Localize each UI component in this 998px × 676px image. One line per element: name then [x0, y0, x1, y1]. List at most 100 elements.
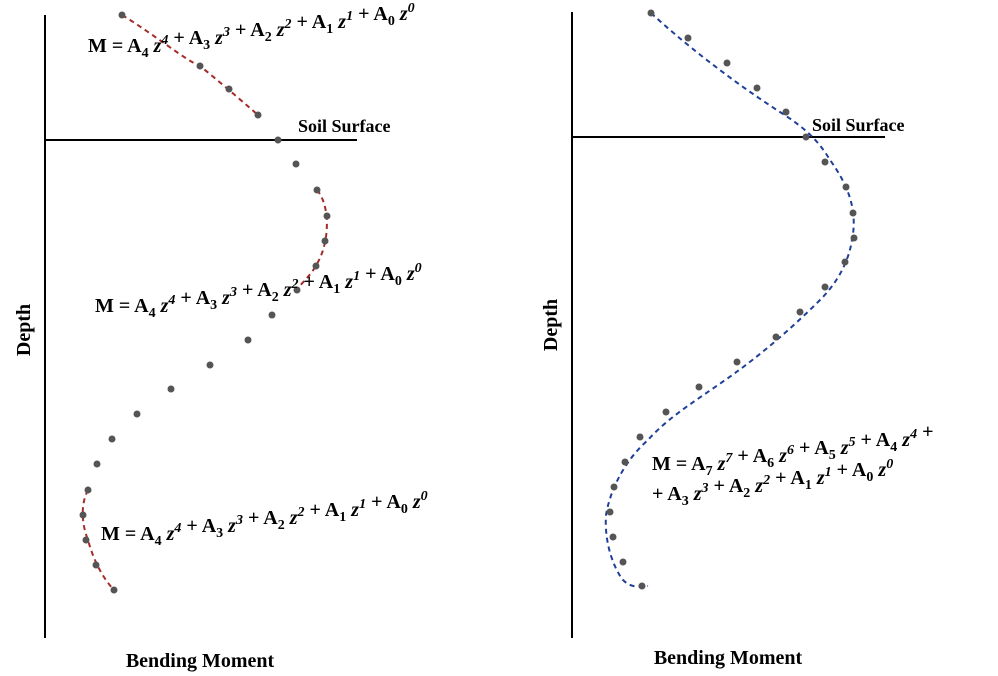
equation-variable: z	[873, 459, 886, 481]
right-data-point	[606, 508, 614, 516]
left-equation-middle: M = A4 z4 + A3 z3 + A2 z2 + A1 z1 + A0 z…	[95, 261, 422, 321]
equation-term-base: M = A	[101, 523, 155, 545]
equation-variable: z	[408, 491, 421, 513]
left-data-point	[313, 186, 321, 194]
equation-subscript: 4	[890, 440, 897, 455]
equation-term-base: + A	[292, 11, 327, 33]
left-equation-top: M = A4 z4 + A3 z3 + A2 z2 + A1 z1 + A0 z…	[88, 1, 415, 61]
equation-variable: z	[279, 279, 292, 301]
equation-superscript: 5	[849, 435, 856, 450]
left-panel: Soil Surface Depth Bending Moment	[13, 1, 428, 672]
equation-superscript: 2	[297, 505, 305, 520]
left-data-point	[108, 435, 116, 443]
right-data-point	[772, 333, 780, 341]
right-data-point	[662, 408, 670, 416]
equation-variable: z	[156, 295, 169, 317]
equation-subscript: 0	[388, 14, 395, 29]
right-bending-moment-label: Bending Moment	[654, 647, 803, 669]
equation-superscript: 4	[173, 521, 181, 536]
equation-variable: z	[333, 11, 346, 33]
equation-variable: z	[402, 263, 415, 285]
left-data-point	[206, 361, 214, 369]
right-data-point	[609, 533, 617, 541]
right-data-point	[695, 383, 703, 391]
equation-variable: z	[149, 35, 162, 57]
left-fit-segment-middle	[295, 189, 328, 291]
right-data-point	[841, 258, 849, 266]
right-fit-curve	[604, 12, 855, 588]
equation-subscript: 4	[155, 534, 162, 549]
equation-subscript: 0	[395, 274, 402, 289]
equation-term-base: + A	[168, 27, 203, 49]
equation-superscript: 3	[229, 285, 237, 300]
left-depth-label: Depth	[13, 304, 35, 356]
left-data-point	[225, 85, 233, 93]
equation-variable: z	[897, 429, 910, 451]
equation-term-base: + A	[832, 459, 867, 481]
equation-term-base: + A	[175, 287, 210, 309]
equation-variable: z	[272, 19, 285, 41]
left-data-point	[79, 511, 87, 519]
right-data-point	[821, 283, 829, 291]
equation-superscript: 1	[346, 9, 353, 24]
right-equation-line1: M = A7 z7 + A6 z6 + A5 z5 + A4 z4 +	[652, 421, 933, 479]
left-data-point	[321, 237, 329, 245]
equation-subscript: 3	[682, 494, 689, 509]
equation-superscript: 4	[160, 33, 168, 48]
equation-subscript: 5	[829, 448, 836, 463]
equation-term-base: + A	[770, 467, 805, 489]
left-bending-moment-label: Bending Moment	[126, 650, 275, 672]
equation-subscript: 0	[401, 502, 408, 517]
left-data-point	[292, 160, 300, 168]
equation-subscript: 2	[265, 30, 272, 45]
right-data-point	[849, 209, 857, 217]
left-data-point	[118, 11, 126, 19]
equation-term-base: + A	[709, 475, 744, 497]
right-equation-line2: + A3 z3 + A2 z2 + A1 z1 + A0 z0	[652, 457, 893, 509]
right-data-point	[842, 183, 850, 191]
equation-subscript: 1	[339, 510, 346, 525]
right-soil-surface-label: Soil Surface	[812, 115, 905, 135]
left-data-point	[93, 460, 101, 468]
right-data-points	[606, 9, 858, 590]
right-data-point	[782, 108, 790, 116]
left-data-point	[196, 62, 204, 70]
equation-superscript: 6	[787, 443, 794, 458]
left-data-point	[312, 262, 320, 270]
right-data-point	[619, 558, 627, 566]
equation-term-base: + A	[299, 271, 334, 293]
equation-superscript: 1	[825, 465, 832, 480]
equation-variable: z	[395, 3, 408, 25]
right-data-point	[802, 133, 810, 141]
equation-subscript: 3	[210, 298, 217, 313]
equation-term-base: + A	[230, 19, 265, 41]
equation-variable: z	[340, 271, 353, 293]
right-depth-label: Depth	[540, 299, 562, 351]
equation-variable: z	[346, 499, 359, 521]
equation-variable: z	[836, 437, 849, 459]
right-data-point	[850, 234, 858, 242]
equation-variable: z	[217, 287, 230, 309]
right-data-point	[796, 308, 804, 316]
equation-superscript: 0	[415, 261, 422, 276]
right-data-point	[647, 9, 655, 17]
equation-subscript: 2	[272, 290, 279, 305]
left-data-point	[268, 311, 276, 319]
equation-superscript: 0	[421, 489, 428, 504]
left-data-points	[79, 11, 331, 594]
equation-subscript: 0	[866, 470, 873, 485]
right-data-point	[638, 582, 646, 590]
equation-subscript: 6	[767, 456, 774, 471]
equation-term-base: + A	[305, 499, 340, 521]
right-data-point	[610, 483, 618, 491]
equation-term-base: + A	[856, 429, 891, 451]
equation-term-base: + A	[360, 263, 395, 285]
equation-variable: z	[285, 507, 298, 529]
equation-superscript: 0	[886, 457, 893, 472]
equation-variable: z	[210, 27, 223, 49]
equation-term-base: + A	[652, 483, 682, 505]
equation-superscript: 1	[353, 269, 360, 284]
left-soil-surface-label: Soil Surface	[298, 116, 391, 136]
equation-superscript: 4	[167, 293, 175, 308]
